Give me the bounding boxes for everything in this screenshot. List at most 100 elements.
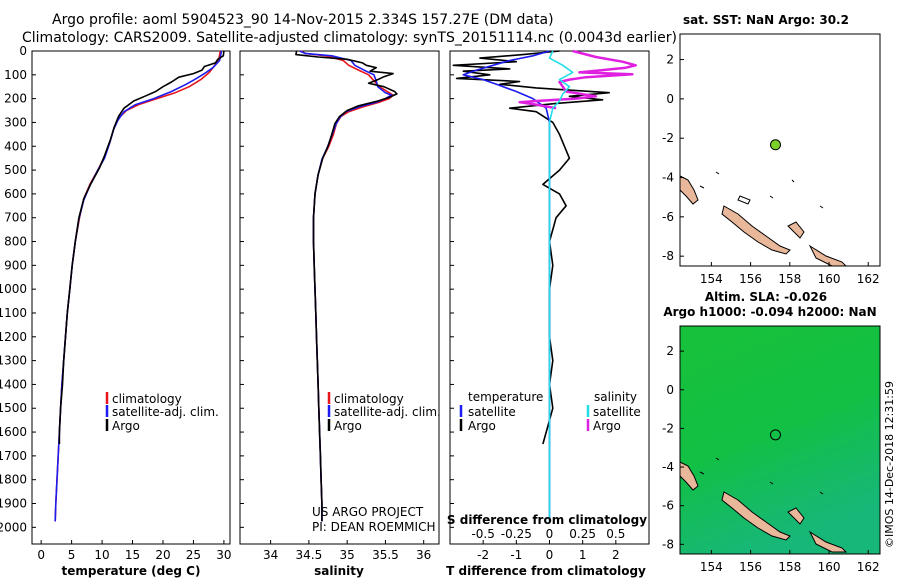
salinity-panel-frame	[239, 50, 440, 545]
depth-tick-label: 1600	[0, 425, 27, 439]
x-tick-label: 5	[68, 548, 76, 562]
series-line-satellite-salinity	[548, 50, 574, 522]
depth-tick-label: 1300	[0, 354, 27, 368]
legend-label-sat-temperature: satellite	[468, 405, 516, 419]
t-difference-axis-label: T difference from climatology	[446, 564, 646, 578]
depth-tick-label: 600	[4, 187, 27, 201]
x-tick-label: 34	[263, 548, 278, 562]
depth-tick-label: 1700	[0, 449, 27, 463]
series-line-climatology	[54, 50, 222, 522]
series-line-satellite-adj-clim-	[299, 50, 393, 522]
map-y-tick-label: -2	[662, 421, 674, 435]
series-line-satellite-temperature	[462, 50, 551, 522]
x-tick-label: 0	[37, 548, 45, 562]
depth-tick-label: 2000	[0, 520, 27, 534]
sst-map-coastline	[679, 171, 848, 267]
legend-heading-temperature: temperature	[468, 390, 543, 404]
s-diff-tick-label: 0	[546, 527, 554, 541]
temperature-panel-frame	[31, 50, 231, 545]
imos-timestamp: ©IMOS 14-Dec-2018 12:31:59	[883, 381, 896, 548]
depth-tick-label: 100	[4, 68, 27, 82]
land-shape	[721, 491, 791, 541]
map-x-tick-label: 162	[857, 560, 880, 574]
land-shape	[808, 244, 848, 267]
legend-label-argo-temperature: Argo	[468, 419, 496, 433]
x-tick-label: 25	[186, 548, 201, 562]
map-x-tick-label: 154	[700, 560, 723, 574]
legend-label-argo: Argo	[112, 419, 140, 433]
temperature-profile-plot: 0 5 10 15 20 25 30	[37, 50, 232, 562]
depth-tick-label: 400	[4, 139, 27, 153]
x-tick-label: 20	[155, 548, 170, 562]
figure-title-line2: Climatology: CARS2009. Satellite-adjuste…	[22, 30, 677, 46]
salinity-profile-plot: 34 34.5 35 35.5 36	[263, 50, 431, 562]
x-tick-label: 35	[340, 548, 355, 562]
salinity-legend: climatology satellite-adj. clim. Argo US…	[312, 392, 441, 534]
project-credit: US ARGO PROJECT	[312, 505, 424, 519]
sla-map-title-line1: Altim. SLA: -0.026	[705, 290, 827, 304]
depth-tick-label: 300	[4, 115, 27, 129]
sla-map-frame	[679, 325, 881, 555]
depth-tick-label: 700	[4, 211, 27, 225]
x-tick-label: 2	[612, 548, 620, 562]
x-tick-label: 34.5	[296, 548, 323, 562]
salinity-axis-label: salinity	[314, 564, 364, 578]
map-x-tick-label: 158	[778, 560, 801, 574]
figure-title-line1: Argo profile: aoml 5904523_90 14-Nov-201…	[52, 12, 554, 28]
map-y-tick-label: -6	[662, 210, 674, 224]
map-y-tick-label: -8	[662, 537, 674, 551]
argo-float-marker	[769, 429, 781, 441]
map-y-tick-label: -6	[662, 499, 674, 513]
series-line-argo	[58, 50, 225, 444]
depth-tick-label: 1800	[0, 473, 27, 487]
sla-map-axes: 154 156 158 160 162 2 0 -2 -4 -6 -8	[662, 344, 880, 574]
map-x-tick-label: 156	[739, 272, 762, 286]
temperature-legend: climatology satellite-adj. clim. Argo	[105, 392, 219, 433]
depth-tick-label: 0	[19, 44, 27, 58]
s-difference-axis-label: S difference from climatology	[447, 513, 647, 527]
land-shape	[679, 175, 699, 205]
map-y-tick-label: 2	[666, 344, 674, 358]
map-x-tick-label: 156	[739, 560, 762, 574]
sst-map-frame	[679, 33, 881, 267]
depth-tick-label: 200	[4, 92, 27, 106]
map-y-tick-label: -4	[662, 171, 674, 185]
difference-legend: temperature satellite Argo salinity sate…	[459, 390, 641, 433]
x-tick-label: 15	[125, 548, 140, 562]
map-x-tick-label: 162	[857, 272, 880, 286]
x-tick-label: 35.5	[372, 548, 399, 562]
land-shape	[787, 507, 805, 525]
s-diff-tick-label: -0.5	[471, 527, 494, 541]
islets	[699, 171, 824, 209]
depth-tick-label: 1100	[0, 306, 27, 320]
islets	[699, 457, 824, 495]
s-diff-tick-label: -0.25	[501, 527, 532, 541]
legend-heading-salinity: salinity	[594, 390, 637, 404]
map-y-tick-label: -2	[662, 131, 674, 145]
difference-profile-plot: -2 -1 0 1 2 -0.5 -0.25 0 0.25 0.5	[452, 49, 637, 562]
land-shape	[808, 530, 848, 553]
legend-label-sat-salinity: satellite	[593, 405, 641, 419]
s-diff-tick-label: 0.5	[606, 527, 625, 541]
legend-label-satellite-adj: satellite-adj. clim.	[334, 405, 441, 419]
legend-label-climatology: climatology	[112, 392, 182, 406]
legend-label-satellite-adj: satellite-adj. clim.	[112, 405, 219, 419]
depth-tick-label: 1200	[0, 330, 27, 344]
map-y-tick-label: -8	[662, 249, 674, 263]
map-x-tick-label: 154	[700, 272, 723, 286]
legend-label-argo: Argo	[334, 419, 362, 433]
depth-tick-label: 1400	[0, 377, 27, 391]
map-x-tick-label: 160	[818, 560, 841, 574]
land-shape	[721, 205, 791, 255]
depth-tick-label: 1000	[0, 282, 27, 296]
map-y-tick-label: 0	[666, 92, 674, 106]
land-shape	[787, 221, 805, 239]
x-tick-label: -2	[477, 548, 489, 562]
s-diff-tick-label: 0.25	[569, 527, 596, 541]
x-tick-label: 30	[216, 548, 231, 562]
series-line-argo-temperature	[452, 50, 611, 445]
depth-tick-label: 500	[4, 163, 27, 177]
argo-float-marker	[769, 139, 781, 151]
depth-tick-label: 1500	[0, 401, 27, 415]
